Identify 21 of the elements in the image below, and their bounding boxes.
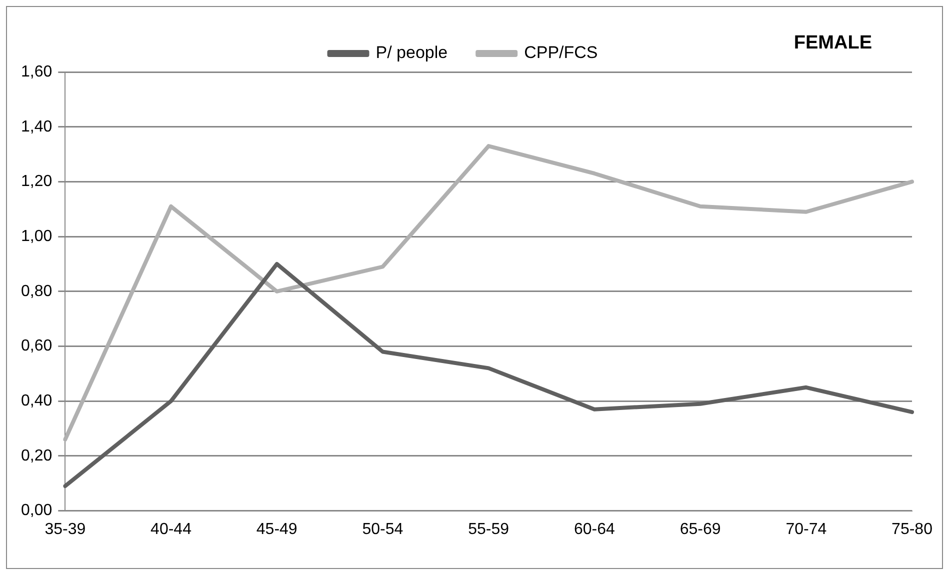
x-tick-label: 55-59 [468,520,510,538]
x-tick-label: 45-49 [256,520,298,538]
y-tick-label: 1,60 [21,63,52,80]
legend-label: P/ people [376,43,448,62]
x-tick-label: 75-80 [892,520,933,538]
y-tick-label: 0,00 [21,502,52,520]
x-tick-label: 70-74 [786,520,827,538]
y-tick-label: 0,80 [21,282,52,300]
chart-title: FEMALE [794,32,872,54]
y-tick-label: 1,00 [21,228,52,245]
y-tick-label: 1,20 [21,173,52,190]
y-tick-label: 0,20 [21,447,52,464]
x-tick-label: 35-39 [44,520,86,538]
y-tick-label: 0,40 [21,392,52,410]
x-tick-label: 50-54 [362,520,404,538]
x-tick-label: 65-69 [680,520,721,538]
y-tick-label: 1,40 [21,118,52,136]
x-tick-label: 40-44 [150,520,192,538]
y-tick-label: 0,60 [21,338,52,355]
x-tick-label: 60-64 [574,520,615,538]
legend-label: CPP/FCS [524,43,598,62]
